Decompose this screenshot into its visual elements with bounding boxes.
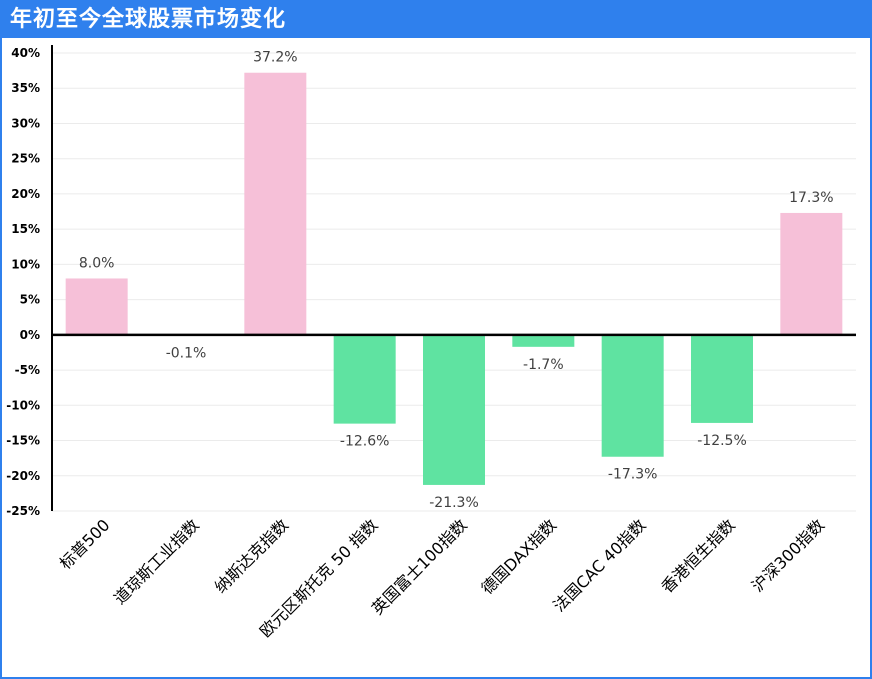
data-label: -17.3%	[608, 467, 658, 483]
bar	[780, 212, 843, 335]
x-axis-tick-labels: 标普500道琼斯工业指数 纳斯达克指数欧元区斯托克 50 指数英国富士100指数德…	[56, 515, 828, 641]
y-tick-label: 40%	[11, 46, 40, 60]
bars	[65, 72, 843, 485]
bar	[244, 72, 307, 335]
y-tick-label: -5%	[15, 363, 40, 377]
x-tick-label: 标普500	[56, 515, 114, 573]
data-label: -21.3%	[429, 495, 479, 511]
data-label: -1.7%	[523, 357, 564, 373]
y-tick-label: 15%	[11, 222, 40, 236]
x-tick-label: 英国富士100指数	[368, 515, 471, 618]
bar	[423, 334, 485, 485]
x-tick-label: 法国CAC 40指数	[549, 515, 649, 615]
bar	[333, 334, 396, 424]
data-label: -12.5%	[697, 433, 747, 449]
data-label: 37.2%	[253, 50, 297, 66]
y-tick-label: 0%	[20, 328, 40, 342]
axes	[51, 45, 856, 511]
x-tick-label: 德国DAX指数	[477, 515, 560, 598]
x-tick-label: 纳斯达克指数	[211, 515, 292, 596]
bar	[691, 334, 753, 423]
data-label: -0.1%	[166, 346, 207, 362]
bar	[65, 278, 128, 335]
y-tick-label: 5%	[20, 293, 40, 307]
x-tick-label: 香港恒生指数	[658, 515, 739, 596]
y-tick-label: -20%	[6, 469, 40, 483]
y-tick-label: 35%	[11, 81, 40, 95]
y-axis-tick-labels: 40% 35% 30% 25% 20% 15% 10% 5% 0% -5% -10% -15% -20%…	[6, 46, 40, 518]
data-label: 8.0%	[79, 255, 115, 271]
y-tick-label: -10%	[6, 398, 40, 412]
data-label: 17.3%	[789, 190, 833, 206]
y-tick-label: 10%	[11, 257, 40, 271]
y-tick-label: 30%	[11, 116, 40, 130]
y-tick-label: 20%	[11, 187, 40, 201]
y-tick-label: -15%	[6, 434, 40, 448]
y-tick-label: -25%	[6, 504, 40, 518]
y-tick-label: 25%	[11, 152, 40, 166]
chart-title: 年初至今全球股票市场变化	[10, 7, 287, 32]
x-tick-label: 沪深300指数	[748, 515, 828, 595]
data-label: -12.6%	[340, 434, 390, 450]
title-bar: 年初至今全球股票市场变化	[2, 2, 870, 38]
bar	[512, 334, 575, 347]
bar	[601, 334, 664, 457]
x-tick-label: 道琼斯工业指数	[110, 515, 203, 608]
data-labels: 8.0% -0.1% 37.2% -12.6% -21.3% -1.7% -17.3% -12…	[79, 50, 834, 511]
